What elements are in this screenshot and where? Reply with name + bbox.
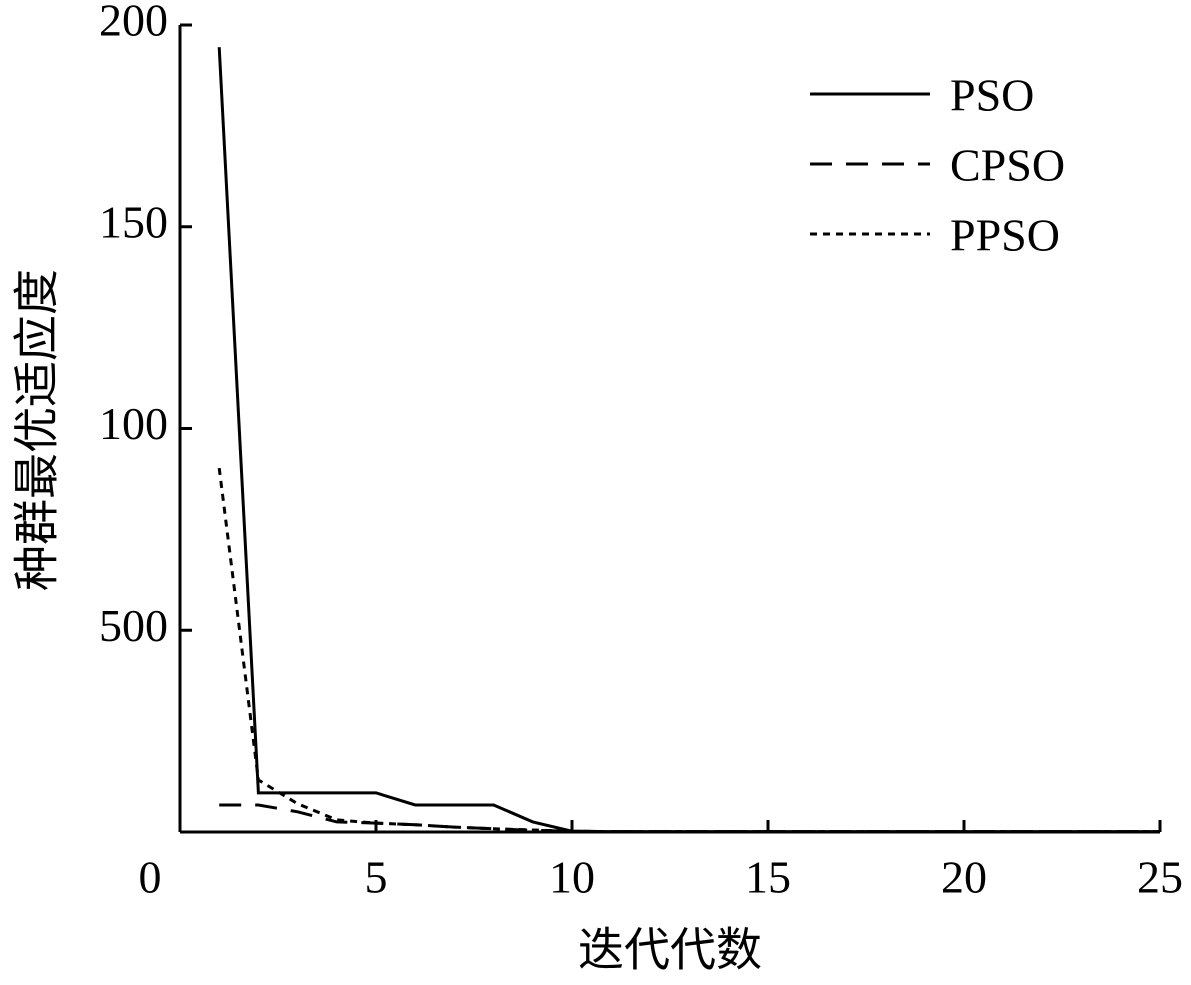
x-tick-label: 25: [1137, 852, 1183, 903]
legend-label: PPSO: [950, 210, 1060, 261]
legend-label: PSO: [950, 70, 1034, 121]
y-tick-label: 150: [99, 196, 168, 247]
line-series: [219, 803, 1160, 834]
x-tick-label: 5: [365, 852, 388, 903]
x-tick-label: 0: [139, 852, 162, 903]
y-tick-label: 500: [99, 600, 168, 651]
legend-label: CPSO: [950, 140, 1065, 191]
y-tick-label: 100: [99, 398, 168, 449]
x-tick-label: 20: [941, 852, 987, 903]
x-axis-label: 迭代代数: [578, 925, 762, 976]
x-tick-label: 15: [745, 852, 791, 903]
x-tick-label: 10: [549, 852, 595, 903]
y-tick-label: 200: [99, 0, 168, 46]
y-axis-label: 种群最优适应度: [12, 269, 63, 591]
line-series: [217, 467, 1160, 834]
